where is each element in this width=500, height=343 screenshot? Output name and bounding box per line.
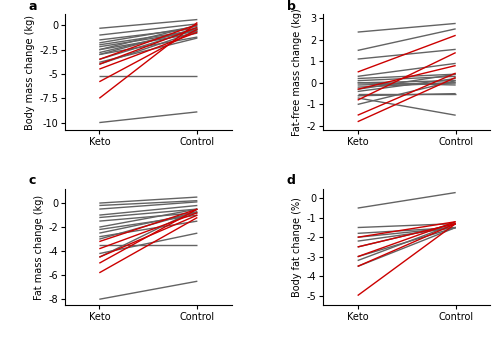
Y-axis label: Fat mass change (kg): Fat mass change (kg) bbox=[34, 194, 44, 299]
Y-axis label: Fat-free mass change (kg): Fat-free mass change (kg) bbox=[292, 8, 302, 136]
Text: d: d bbox=[286, 175, 296, 188]
Text: b: b bbox=[286, 0, 296, 13]
Y-axis label: Body fat change (%): Body fat change (%) bbox=[292, 197, 302, 297]
Y-axis label: Body mass change (kg): Body mass change (kg) bbox=[25, 14, 35, 130]
Text: a: a bbox=[28, 0, 37, 13]
Text: c: c bbox=[28, 175, 35, 188]
